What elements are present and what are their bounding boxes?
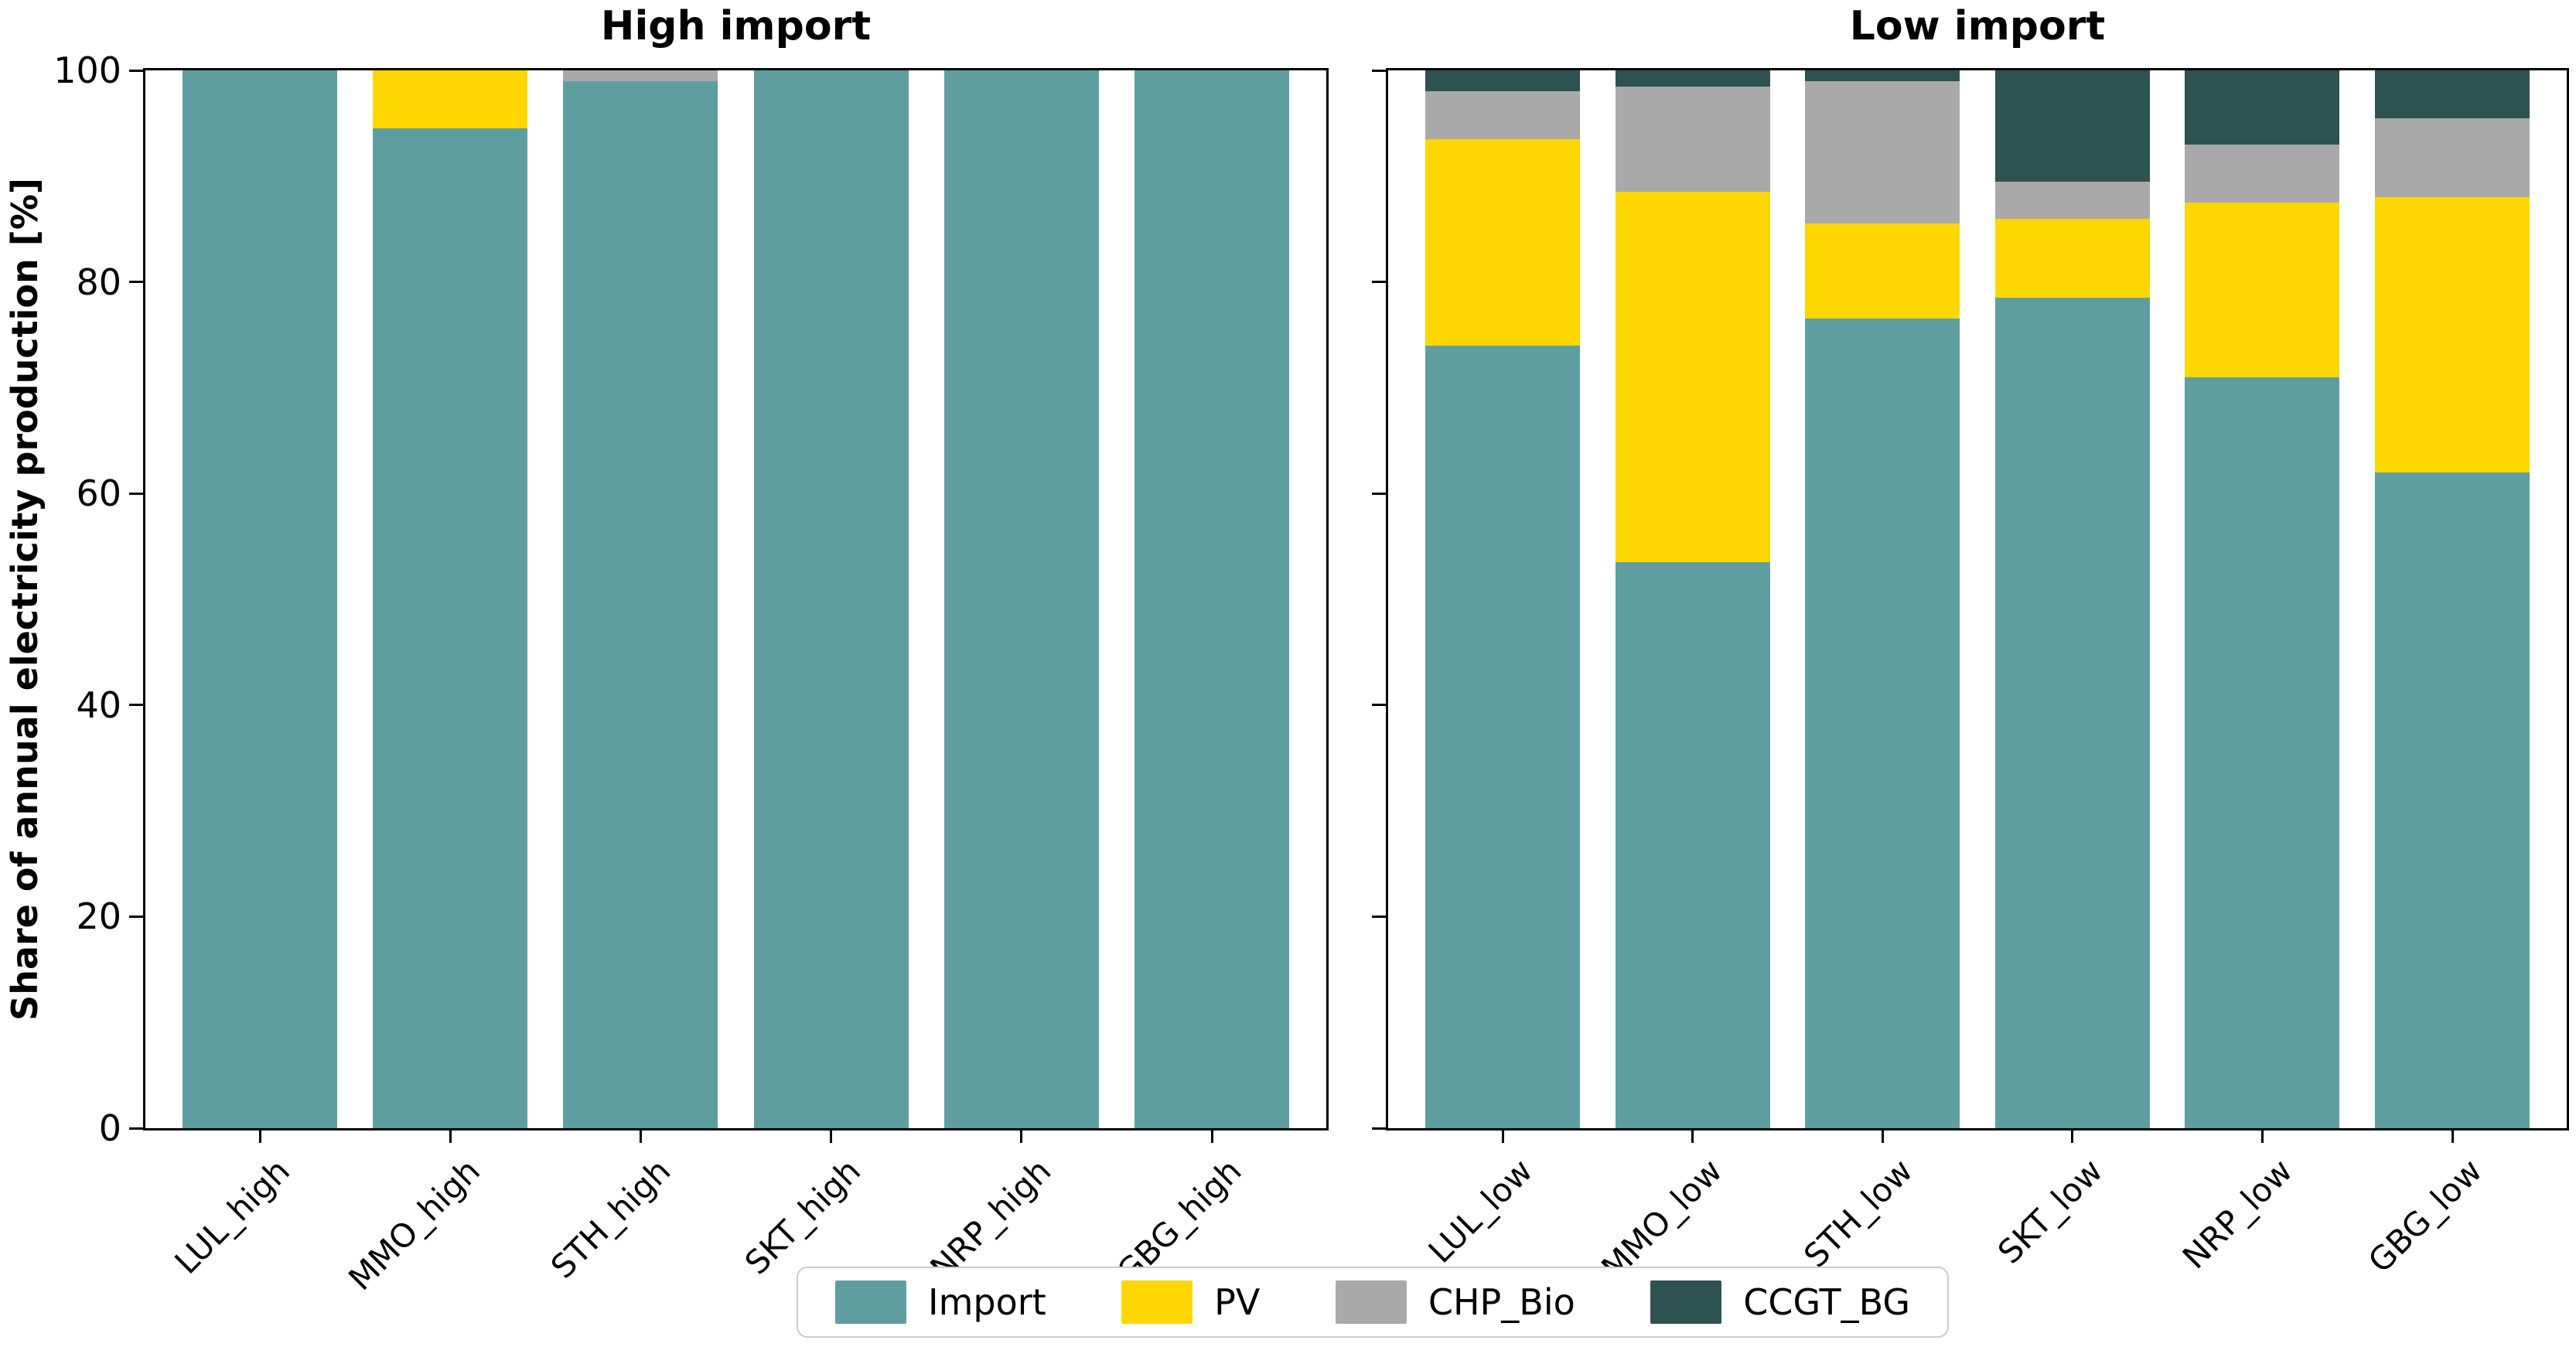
x-tick-label: LUL_high (167, 1151, 297, 1281)
y-tick (1372, 69, 1386, 72)
x-tick-label: LUL_low (1421, 1151, 1540, 1270)
bar-segment-chp_bio-GBG_low (2375, 118, 2530, 198)
y-tick (1372, 1127, 1386, 1130)
bar-segment-import-LUL_low (1425, 345, 1580, 1128)
legend-item-ccgt_bg: CCGT_BG (1650, 1281, 1910, 1324)
x-tick (1501, 1130, 1504, 1143)
bar-segment-ccgt_bg-STH_low (1805, 70, 1960, 81)
bar-segment-import-NRP_high (943, 70, 1099, 1128)
low-import-plot-area (1386, 68, 2569, 1130)
x-tick (2260, 1130, 2264, 1143)
bar-segment-ccgt_bg-SKT_low (1994, 70, 2150, 182)
y-axis-label: Share of annual electricity production [… (4, 178, 46, 1021)
legend-label: CCGT_BG (1743, 1281, 1910, 1323)
bar-segment-pv-STH_low (1805, 223, 1960, 319)
y-tick-label: 40 (76, 684, 121, 726)
x-tick-label: NRP_low (2175, 1151, 2300, 1277)
x-tick-label: SKT_high (738, 1151, 868, 1282)
bar-segment-chp_bio-NRP_low (2185, 144, 2340, 203)
bar-segment-chp_bio-STH_high (563, 70, 718, 81)
x-tick-label: MMO_high (341, 1151, 488, 1298)
y-tick-label: 100 (53, 49, 121, 91)
x-tick (1020, 1130, 1023, 1143)
bar-segment-import-SKT_high (753, 70, 909, 1128)
bar-segment-pv-MMO_high (373, 70, 528, 129)
bar-segment-chp_bio-STH_low (1805, 80, 1960, 224)
bar-segment-import-MMO_high (373, 128, 528, 1128)
bar-segment-pv-LUL_low (1425, 138, 1580, 346)
y-tick-label: 0 (98, 1107, 121, 1149)
y-tick (129, 492, 143, 495)
legend-item-chp_bio: CHP_Bio (1335, 1281, 1575, 1324)
bar-segment-import-LUL_high (183, 70, 337, 1128)
x-tick (830, 1130, 833, 1143)
legend-item-pv: PV (1121, 1281, 1260, 1324)
x-tick (258, 1130, 261, 1143)
bar-segment-import-STH_low (1805, 319, 1960, 1128)
bar-segment-ccgt_bg-NRP_low (2185, 70, 2340, 145)
x-tick-label: STH_high (543, 1151, 678, 1286)
legend-swatch-pv (1121, 1281, 1193, 1324)
x-tick-label: GBG_low (2360, 1151, 2489, 1281)
bar-segment-chp_bio-MMO_low (1615, 86, 1770, 193)
x-tick-label: SKT_low (1990, 1151, 2110, 1271)
bar-segment-ccgt_bg-MMO_low (1615, 70, 1770, 87)
y-tick-label: 80 (76, 261, 121, 303)
panel-title-low-import: Low import (1849, 3, 2106, 49)
y-tick (1372, 915, 1386, 918)
high-import-plot-area (143, 68, 1329, 1130)
legend-swatch-ccgt_bg (1650, 1281, 1722, 1324)
x-tick-label: STH_low (1796, 1151, 1920, 1275)
bar-segment-ccgt_bg-LUL_low (1425, 70, 1580, 92)
x-tick (2071, 1130, 2074, 1143)
y-tick (129, 281, 143, 284)
x-tick (639, 1130, 642, 1143)
bar-segment-pv-SKT_low (1994, 218, 2150, 298)
bar-segment-import-GBG_low (2375, 472, 2530, 1128)
x-tick (1881, 1130, 1884, 1143)
legend-swatch-import (835, 1281, 906, 1324)
legend-label: CHP_Bio (1428, 1281, 1575, 1323)
bar-segment-pv-MMO_low (1615, 192, 1770, 563)
y-tick (129, 69, 143, 72)
bar-segment-import-STH_high (563, 80, 718, 1128)
y-tick (129, 915, 143, 918)
bar-segment-import-GBG_high (1134, 70, 1289, 1128)
y-tick (1372, 281, 1386, 284)
bar-segment-chp_bio-SKT_low (1994, 181, 2150, 219)
panel-title-high-import: High import (600, 3, 872, 49)
bar-segment-ccgt_bg-GBG_low (2375, 70, 2530, 118)
bar-segment-import-NRP_low (2185, 377, 2340, 1128)
bar-segment-import-SKT_low (1994, 298, 2150, 1128)
legend-item-import: Import (835, 1281, 1046, 1324)
bar-segment-chp_bio-LUL_low (1425, 91, 1580, 139)
bar-segment-import-MMO_low (1615, 562, 1770, 1128)
y-tick (129, 704, 143, 707)
legend-label: PV (1214, 1281, 1261, 1323)
legend: Import PV CHP_Bio CCGT_BG (797, 1267, 1949, 1338)
legend-swatch-chp_bio (1335, 1281, 1407, 1324)
x-tick (1691, 1130, 1694, 1143)
y-tick (129, 1127, 143, 1130)
bar-segment-pv-NRP_low (2185, 203, 2340, 377)
y-tick-label: 20 (76, 895, 121, 938)
legend-label: Import (928, 1281, 1046, 1323)
y-tick (1372, 492, 1386, 495)
y-tick (1372, 704, 1386, 707)
x-tick (1210, 1130, 1213, 1143)
x-tick (449, 1130, 452, 1143)
x-tick (2451, 1130, 2454, 1143)
bar-segment-pv-GBG_low (2375, 197, 2530, 472)
y-tick-label: 60 (76, 472, 121, 515)
